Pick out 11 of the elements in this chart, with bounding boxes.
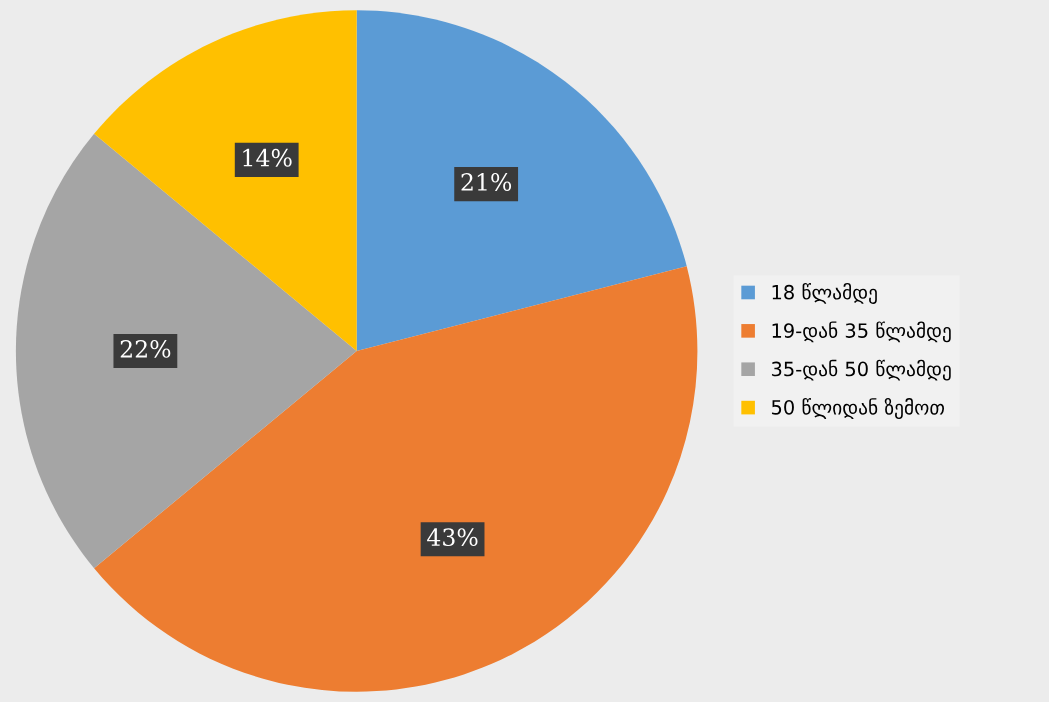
pie-slice <box>94 266 698 692</box>
data-label: 14% <box>243 148 292 167</box>
legend-label: 50 წლიდან ზემოთ <box>771 398 945 419</box>
legend-label: 19-დან 35 წლამდე <box>772 321 951 343</box>
data-label: 22% <box>120 339 171 358</box>
legend-label: 18 წლამდე <box>772 283 877 304</box>
legend-label: 35-დან 50 წლამდე <box>771 359 951 381</box>
data-label: 21% <box>461 173 512 191</box>
pie-slice <box>356 10 687 351</box>
data-label: 43% <box>427 528 478 547</box>
pie-slice <box>15 133 357 569</box>
